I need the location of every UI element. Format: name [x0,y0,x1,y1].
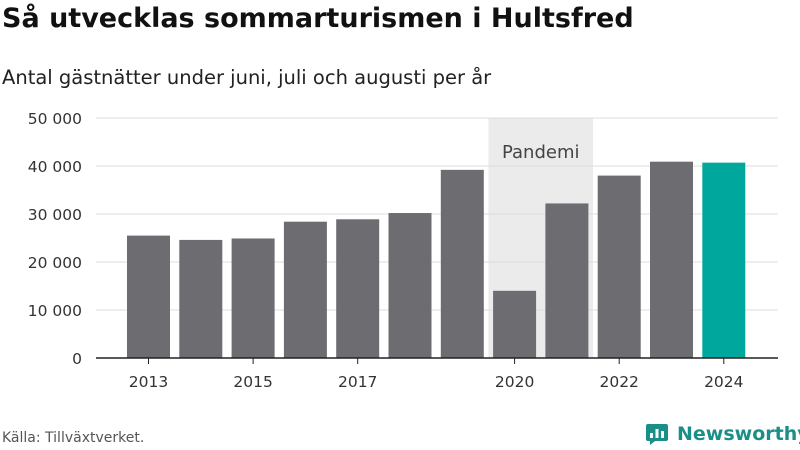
bar-2018 [388,213,432,358]
bar-2022 [597,175,641,358]
bar-2024 [702,162,746,358]
bars-layer [127,161,746,358]
brand-logo: Newsworthy [645,421,800,447]
x-tick-label: 2024 [704,373,743,391]
bar-2019 [440,169,484,358]
bar-2021 [545,203,589,358]
brand-name: Newsworthy [677,423,800,445]
bar-2023 [650,161,693,358]
chart-title: Så utvecklas sommarturismen i Hultsfred [2,3,634,34]
bar-2015 [231,238,275,358]
y-tick-label: 10 000 [28,302,82,320]
x-tick-label: 2020 [495,373,534,391]
y-axis-labels: 0 10 000 20 000 30 000 40 000 50 000 [28,110,82,368]
bar-2020 [493,290,537,358]
bar-2016 [283,221,327,358]
source-note: Källa: Tillväxtverket. [2,430,145,446]
x-axis-labels: 2013 2015 2017 2020 2022 2024 [129,373,744,391]
y-tick-label: 40 000 [28,158,82,176]
x-tick-label: 2022 [599,373,638,391]
x-tick-label: 2013 [129,373,168,391]
chart-subtitle: Antal gästnätter under juni, juli och au… [2,66,492,89]
y-tick-label: 0 [72,350,82,368]
y-tick-label: 20 000 [28,254,82,272]
bar-2013 [127,235,170,358]
newsworthy-logo-icon [646,424,668,445]
x-tick-label: 2017 [338,373,377,391]
y-tick-label: 50 000 [28,110,82,128]
pandemic-label: Pandemi [502,142,580,163]
x-tick-label: 2015 [233,373,272,391]
bar-2014 [179,239,223,358]
bar-2017 [336,219,380,358]
x-axis [96,357,778,364]
y-tick-label: 30 000 [28,206,82,224]
